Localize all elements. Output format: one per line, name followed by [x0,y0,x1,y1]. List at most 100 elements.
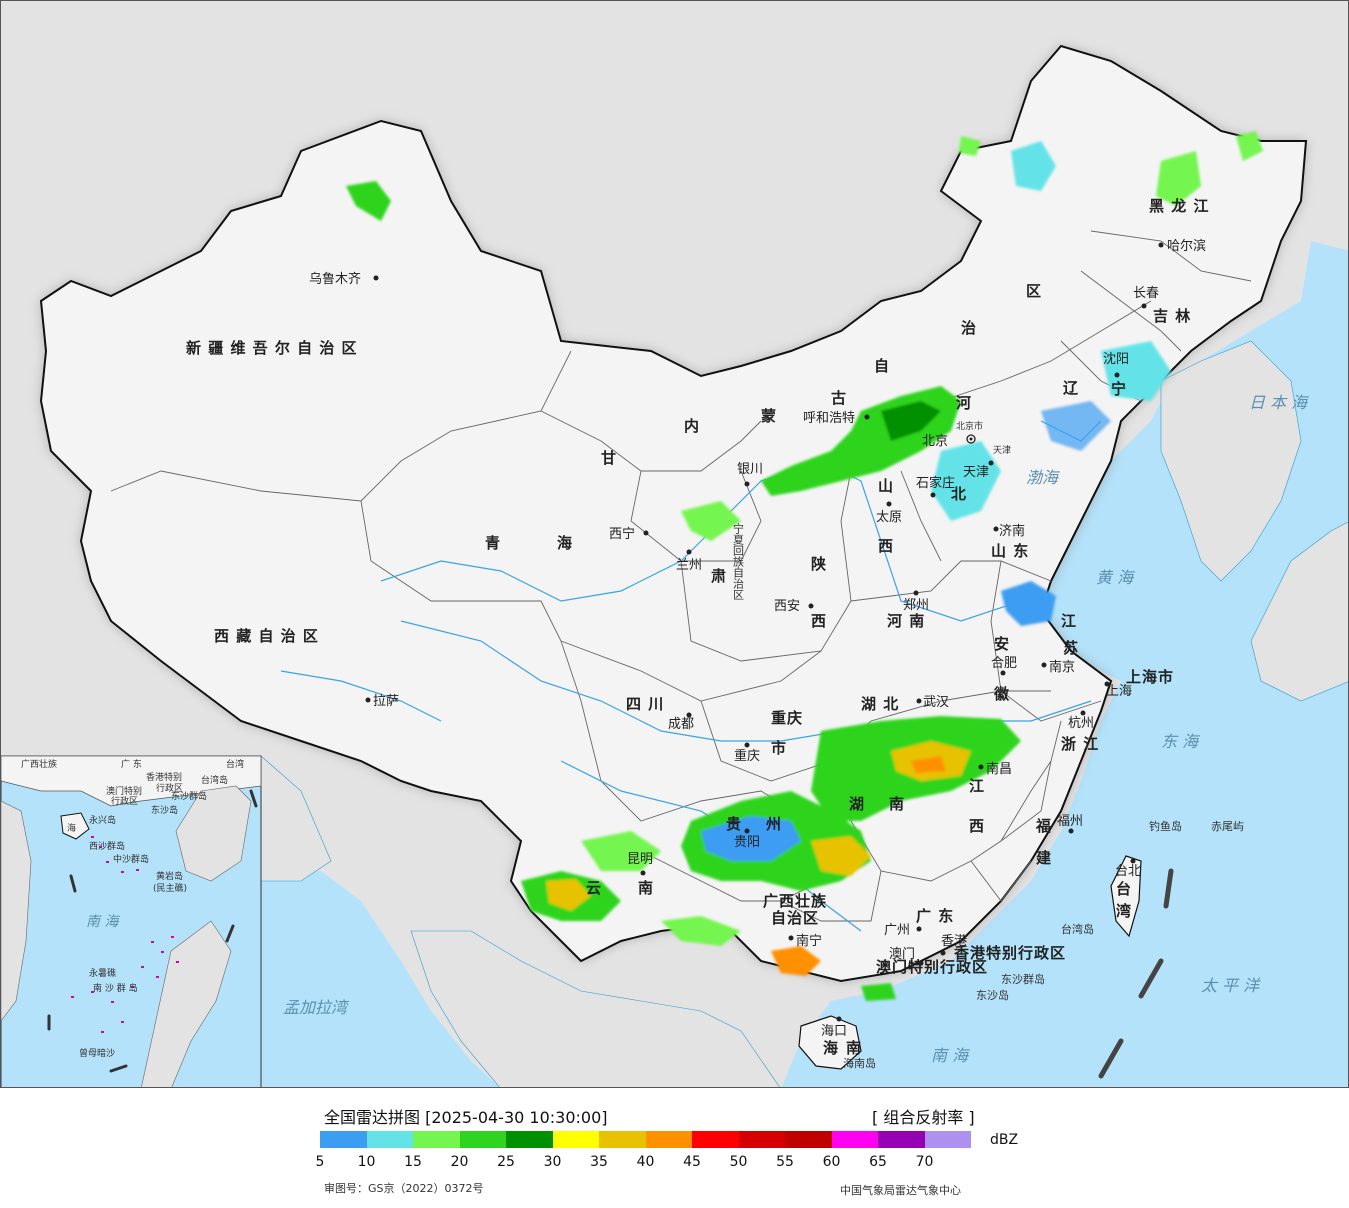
label-hunan-b: 南 [889,795,905,813]
city-hohhot: 呼和浩特 [803,411,855,426]
label-zhejiang: 浙 江 [1061,735,1099,753]
city-taiyuan: 太原 [876,510,902,525]
label-sichuan: 四 川 [626,695,664,713]
city-hangzhou: 杭州 [1068,716,1094,731]
legend-tick-label: 70 [915,1154,934,1170]
label-hongkong-sar: 香港特别行政区 [954,944,1066,962]
color-swatch [738,1131,785,1148]
city-shenyang: 沈阳 [1103,352,1129,367]
color-swatch [924,1131,971,1148]
city-hongkong: 香港 [941,934,967,949]
city-changchun: 长春 [1133,286,1159,301]
label-guangxi-b: 自治区 [771,909,819,927]
label-hainan-b: 南 [846,1039,862,1057]
label-neimenggu-4: 治 [961,319,977,337]
label-shanxi-a: 山 [878,477,894,495]
label-xizang: 西 藏 自 治 区 [214,627,319,645]
map-approval-number: 审图号：GS京（2022）0372号 [324,1182,484,1195]
label-shandong: 山 东 [991,542,1029,560]
inset-dongsha-2: 东沙岛 [151,804,178,816]
inset-nanhai: 南 海 [86,914,120,930]
credit-text: 中国气象局雷达气象中心 [840,1184,961,1197]
color-swatch [645,1131,692,1148]
sea-taipingyang: 太 平 洋 [1201,976,1261,995]
china-map-svg: 新 疆 维 吾 尔 自 治 区 西 藏 自 治 区 青 海 甘 肃 内 蒙 古 … [1,44,1348,1087]
legend-tick-label: 15 [404,1154,422,1170]
label-diaoyu: 钓鱼岛 [1149,819,1182,833]
label-beijing-shi: 北京市 [956,420,983,432]
label-chongqing-b: 市 [771,739,787,757]
legend-product: [ 组合反射率 ] [872,1108,975,1127]
label-dongsha-qundao: 东沙群岛 [1001,972,1045,986]
label-anhui-a: 安 [994,635,1010,653]
city-haikou: 海口 [821,1024,847,1039]
inset-dongsha: 东沙群岛 [171,790,207,802]
color-swatch [320,1131,367,1148]
label-dongsha-dao: 东沙岛 [976,988,1009,1002]
legend-tick-label: 35 [590,1154,608,1170]
label-fujian-b: 建 [1036,849,1052,867]
label-hunan-a: 湖 [849,795,865,813]
label-hainan-dao: 海南岛 [843,1056,876,1070]
inset-hongkong: 香港特别 [146,771,182,783]
color-swatch [506,1131,553,1148]
label-tianjin-shi: 天津 [993,445,1011,456]
label-chiwei: 赤尾屿 [1211,820,1244,833]
label-hebei-b: 北 [951,485,967,503]
city-fuzhou: 福州 [1057,814,1083,829]
label-shanghai-shi: 上海市 [1126,668,1174,686]
label-qinghai-b: 海 [557,534,573,552]
label-guizhou-a: 贵 [726,815,742,833]
sea-nanhai: 南 海 [931,1046,970,1065]
label-guizhou-b: 州 [765,815,782,833]
color-swatch [692,1131,739,1148]
label-jilin: 吉 林 [1153,307,1191,325]
label-yunnan-b: 南 [638,879,654,897]
label-liaoning-a: 辽 [1063,379,1079,397]
city-shijiazhuang: 石家庄 [916,475,955,491]
legend-tick-label: 55 [776,1154,794,1170]
city-zhengzhou: 郑州 [903,598,929,613]
south-china-sea-inset: 广 东 广西壮族 香港特别 行政区 澳门特别 行政区 台湾 台湾岛 东沙群岛 东… [1,755,262,1087]
sea-bohai: 渤海 [1026,468,1060,487]
color-swatch [878,1131,925,1148]
color-swatch [831,1131,878,1148]
label-jiangxi-b: 西 [969,817,985,835]
sea-riben: 日 本 海 [1249,393,1309,412]
city-beijing: 北京 [922,434,948,449]
label-taiwan-b: 湾 [1116,902,1132,920]
city-shanghai: 上海 [1106,684,1132,699]
hainan-island [798,1015,862,1070]
legend-tick-label: 50 [729,1154,748,1170]
label-qinghai-a: 青 [485,534,501,552]
inset-yongshu: 永暑礁 [89,967,116,979]
inset-taiwan: 台湾 [226,758,244,770]
city-taipei: 台北 [1115,864,1141,879]
legend-tick-label: 25 [497,1154,515,1170]
legend-tick-label: 10 [357,1154,376,1170]
label-liaoning-b: 宁 [1111,380,1127,398]
city-hefei: 合肥 [991,656,1017,671]
inset-huangyan: 黄岩岛 [156,870,183,882]
label-shaanxi-a: 陕 [811,555,827,573]
city-lanzhou: 兰州 [676,558,702,573]
city-guiyang: 贵阳 [734,835,760,850]
inset-zhongsha: 中沙群岛 [113,853,149,865]
inset-minzhujiao: (民主礁) [153,882,187,894]
city-nanning: 南宁 [796,933,822,949]
radar-echoes [346,131,1263,1001]
city-yinchuan: 银川 [737,462,763,477]
label-henan: 河 南 [887,612,925,630]
inset-yongxing: 永兴岛 [89,814,116,826]
label-xinjiang: 新 疆 维 吾 尔 自 治 区 [186,339,358,357]
label-neimenggu-2: 古 [831,389,847,407]
label-macau-sar: 澳门特别行政区 [876,958,988,976]
label-heilongjiang: 黑 龙 江 [1149,197,1209,215]
color-swatch [785,1131,832,1148]
legend-tick-label: 20 [450,1154,469,1170]
label-neimenggu-5: 区 [1026,282,1042,300]
city-chongqing: 重庆 [734,748,760,764]
radar-map: 新 疆 维 吾 尔 自 治 区 西 藏 自 治 区 青 海 甘 肃 内 蒙 古 … [0,0,1349,1088]
dash-line [1098,868,1174,1079]
inset-zengmu: 曾母暗沙 [79,1047,115,1059]
